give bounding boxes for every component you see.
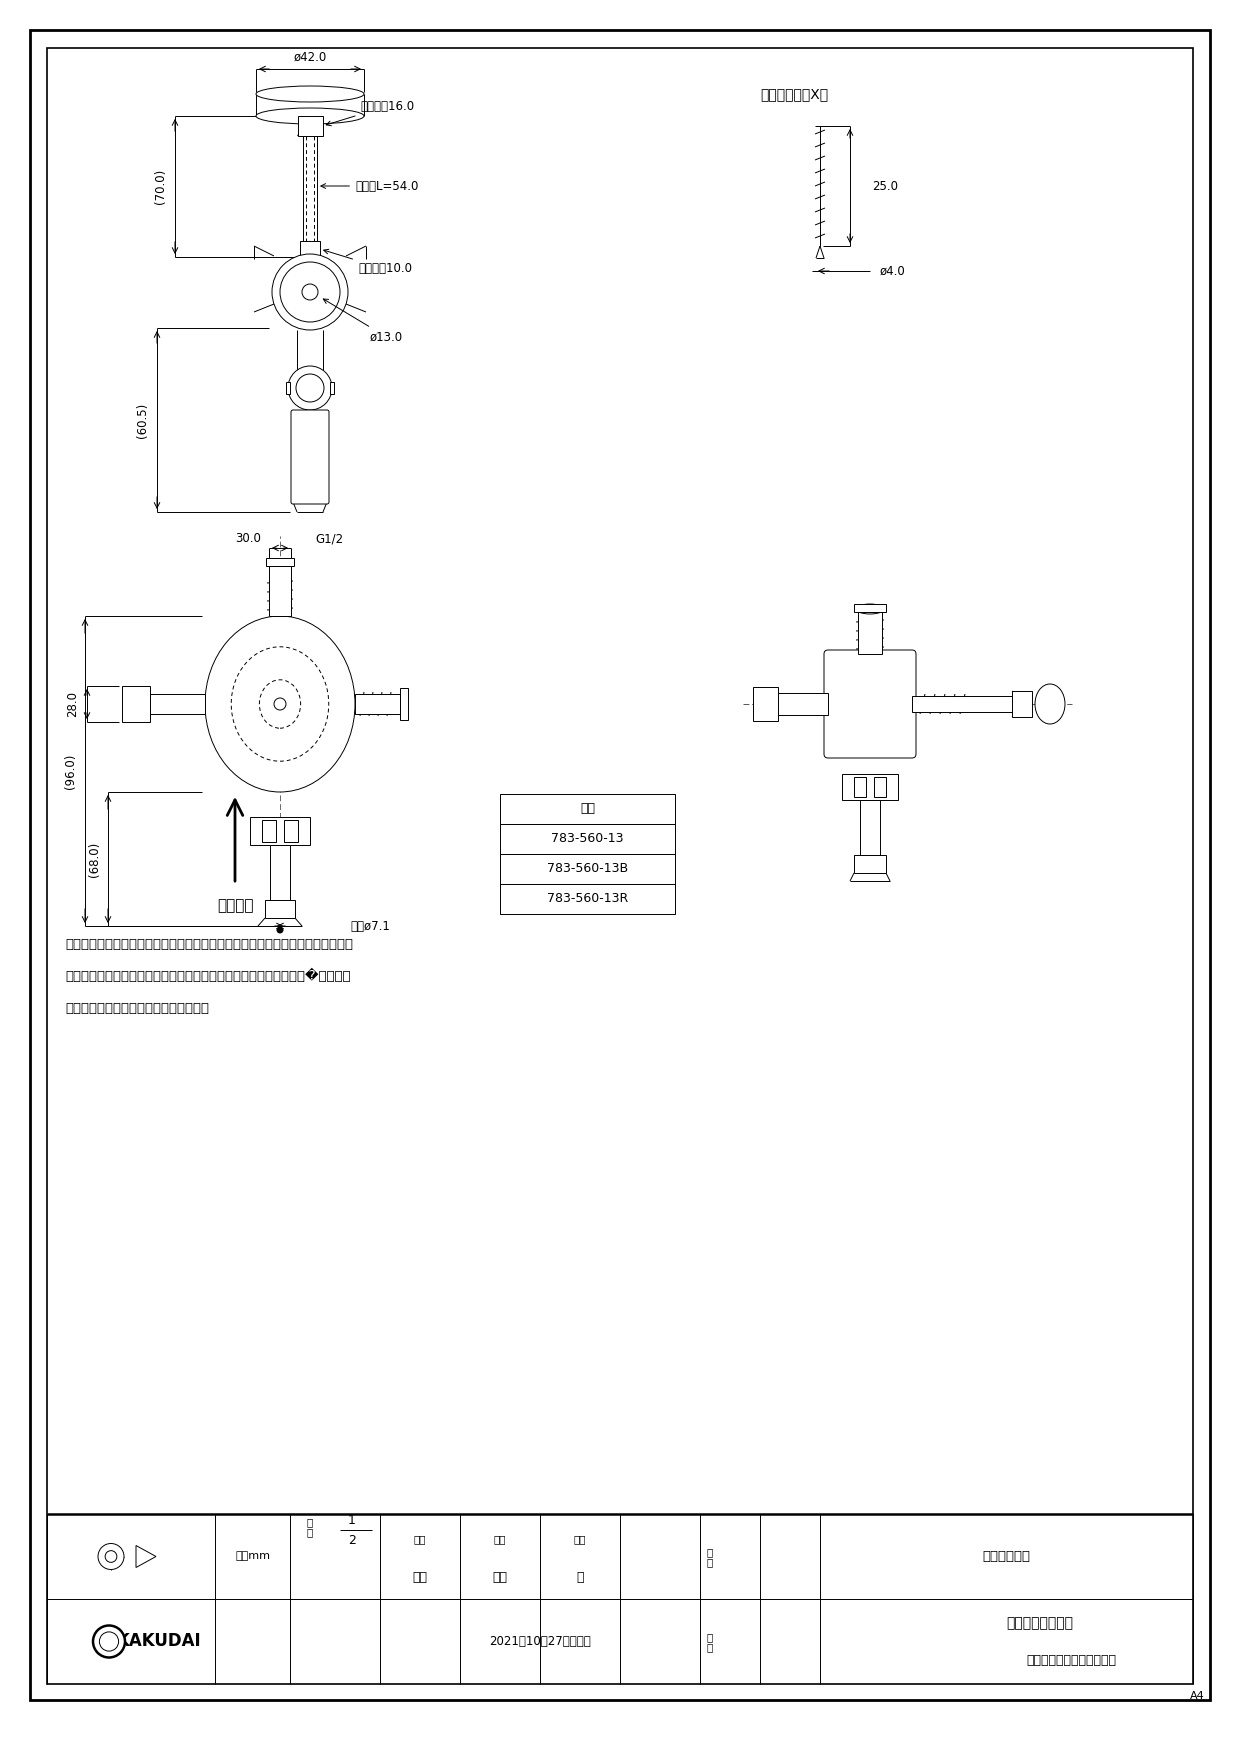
Ellipse shape [205, 616, 355, 793]
Bar [500, 795, 675, 824]
Circle shape [93, 1626, 125, 1658]
Bar [250, 817, 310, 845]
Text: 通水方向: 通水方向 [217, 898, 253, 914]
Text: (96.0): (96.0) [64, 752, 77, 789]
Circle shape [98, 1544, 124, 1570]
FancyBboxPatch shape [291, 410, 329, 503]
Bar [265, 900, 295, 917]
Circle shape [277, 928, 283, 933]
Bar [911, 696, 1022, 712]
Text: 寒川: 寒川 [492, 1572, 507, 1584]
Text: タッピンねじX２: タッピンねじX２ [760, 88, 828, 102]
Bar [267, 558, 294, 567]
Text: 品: 品 [707, 1547, 713, 1558]
Text: 祝: 祝 [577, 1572, 584, 1584]
Text: 注１：樹脂管呼び１３：架橋ポリエチレン管・ポリブテン管兼用（Ｅ種は除く）: 注１：樹脂管呼び１３：架橋ポリエチレン管・ポリブテン管兼用（Ｅ種は除く） [64, 937, 353, 951]
Bar [150, 695, 205, 714]
Text: 製図: 製図 [414, 1535, 427, 1545]
Circle shape [288, 367, 332, 410]
Text: 注３：（　）内寸法は参考寸法である。: 注３：（ ）内寸法は参考寸法である。 [64, 1002, 210, 1014]
Bar [284, 821, 298, 842]
Text: (68.0): (68.0) [88, 842, 100, 877]
Circle shape [274, 698, 286, 710]
Bar [861, 800, 880, 854]
Text: 支持棒L=54.0: 支持棒L=54.0 [321, 179, 418, 193]
Polygon shape [136, 1545, 156, 1568]
FancyBboxPatch shape [825, 651, 916, 758]
Bar [269, 567, 291, 616]
Ellipse shape [1035, 684, 1065, 724]
Bar [753, 688, 777, 721]
Text: 六角対辺16.0: 六角対辺16.0 [326, 100, 414, 126]
Text: 六角対辺10.0: 六角対辺10.0 [324, 249, 412, 275]
Text: ø13.0: ø13.0 [324, 298, 403, 344]
Bar [858, 609, 882, 654]
Text: 注２：品番うしろのＢはハンドル青印字仕様、Ｒはハンドル赤印字�様です。: 注２：品番うしろのＢはハンドル青印字仕様、Ｒはハンドル赤印字�様です。 [64, 968, 351, 984]
Text: 25.0: 25.0 [872, 179, 898, 193]
Text: 承認: 承認 [574, 1535, 587, 1545]
Bar [777, 693, 828, 716]
Ellipse shape [856, 603, 884, 614]
Bar [854, 777, 866, 796]
Text: 2: 2 [348, 1533, 356, 1547]
Bar [300, 240, 320, 258]
Text: 28.0: 28.0 [67, 691, 79, 717]
Text: ø4.0: ø4.0 [880, 265, 905, 277]
Text: 2021年10月27日　作成: 2021年10月27日 作成 [489, 1635, 591, 1649]
Bar [842, 774, 898, 800]
Text: （クイックファスナー式）: （クイックファスナー式） [1027, 1654, 1116, 1666]
Bar [854, 603, 887, 612]
Circle shape [105, 1551, 117, 1563]
Bar [270, 845, 290, 900]
Text: 番: 番 [707, 1558, 713, 1568]
Bar [330, 382, 334, 395]
Bar [298, 116, 322, 137]
Text: (70.0): (70.0) [155, 168, 167, 203]
Bar [1012, 691, 1032, 717]
Circle shape [272, 254, 348, 330]
Text: 内径ø7.1: 内径ø7.1 [350, 919, 389, 933]
Text: ø42.0: ø42.0 [294, 51, 326, 63]
Text: 品番: 品番 [580, 803, 595, 816]
Text: KAKUDAI: KAKUDAI [117, 1633, 201, 1651]
Text: 尺: 尺 [306, 1517, 314, 1528]
Ellipse shape [255, 109, 365, 125]
Circle shape [99, 1631, 119, 1651]
Text: 度: 度 [306, 1528, 314, 1537]
Bar [355, 695, 401, 714]
Text: キッチンヘッダー: キッチンヘッダー [1007, 1615, 1074, 1629]
Text: 783-560-13: 783-560-13 [552, 833, 624, 845]
Bar [854, 854, 887, 873]
Text: (60.5): (60.5) [136, 402, 150, 438]
Bar [286, 382, 290, 395]
Bar [500, 854, 675, 884]
Ellipse shape [231, 647, 329, 761]
Bar [500, 884, 675, 914]
Text: 単位mm: 単位mm [236, 1552, 270, 1561]
Bar [874, 777, 887, 796]
Circle shape [280, 261, 340, 323]
Bar [262, 821, 277, 842]
Text: 30.0: 30.0 [236, 533, 260, 545]
Text: 783-560-13B: 783-560-13B [547, 863, 629, 875]
Text: A4: A4 [1190, 1691, 1205, 1701]
Ellipse shape [259, 681, 300, 728]
Text: 岩藤: 岩藤 [413, 1572, 428, 1584]
Circle shape [296, 374, 324, 402]
Text: 品: 品 [707, 1633, 713, 1642]
Text: 1: 1 [348, 1514, 356, 1526]
Text: G1/2: G1/2 [315, 533, 343, 545]
Text: 名: 名 [707, 1642, 713, 1652]
Ellipse shape [255, 86, 365, 102]
Text: 783-560-13R: 783-560-13R [547, 893, 629, 905]
Circle shape [303, 284, 317, 300]
Bar [401, 688, 408, 719]
Bar [122, 686, 150, 723]
Text: 図中表に記載: 図中表に記載 [982, 1551, 1030, 1563]
Bar [500, 824, 675, 854]
Text: 検図: 検図 [494, 1535, 506, 1545]
